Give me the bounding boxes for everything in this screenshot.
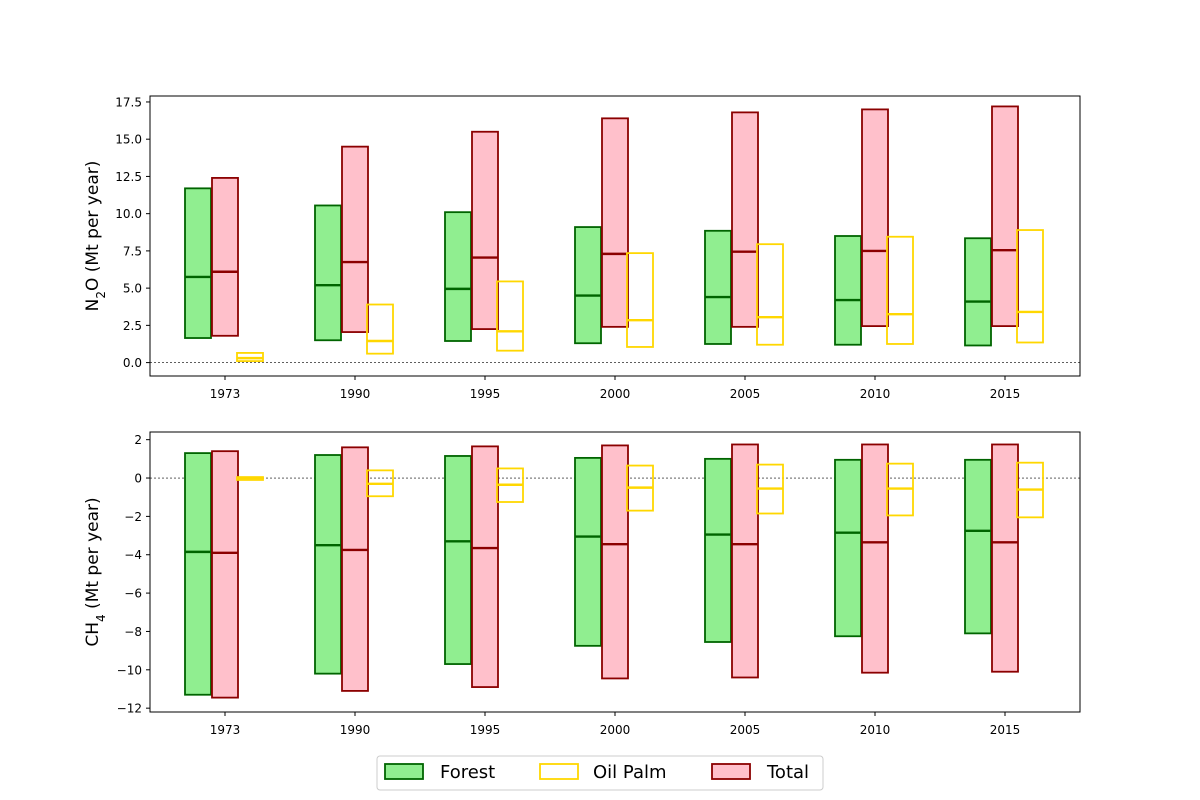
ch4-y-axis-label: CH4 (Mt per year) bbox=[83, 497, 108, 646]
ch4-panel: 2 0 −2 −4 −6 −8 −10 −12 1973 1990 1995 2000 2005 201… bbox=[83, 431, 1081, 737]
ch4-y-ticks: 2 0 −2 −4 −6 −8 −10 −12 bbox=[117, 433, 150, 716]
n2o-box-total-1995 bbox=[471, 130, 499, 330]
n2o-y-tick-label: 10.0 bbox=[115, 207, 142, 221]
ch4-box-total-2000 bbox=[601, 444, 629, 680]
n2o-box-forest-1990 bbox=[314, 204, 342, 342]
ch4-x-tick-label: 1990 bbox=[340, 723, 371, 737]
n2o-box-total-2000 bbox=[601, 117, 629, 328]
ch4-box-forest-2005 bbox=[704, 457, 732, 643]
n2o-x-tick-label: 2010 bbox=[860, 387, 891, 401]
ch4-y-tick-label: 0 bbox=[134, 472, 142, 486]
legend-swatch-oil-palm bbox=[539, 763, 579, 780]
n2o-y-axis-label: N2O (Mt per year) bbox=[83, 161, 108, 312]
ch4-y-tick-label: −8 bbox=[124, 625, 142, 639]
ch4-x-tick-label: 2015 bbox=[990, 723, 1021, 737]
n2o-box-total-2005 bbox=[731, 111, 759, 328]
n2o-y-tick-label: 17.5 bbox=[115, 95, 142, 109]
n2o-x-tick-label: 2005 bbox=[730, 387, 761, 401]
ch4-y-tick-label: −2 bbox=[124, 510, 142, 524]
ch4-y-tick-label: 2 bbox=[134, 433, 142, 447]
ch4-x-tick-label: 2000 bbox=[600, 723, 631, 737]
n2o-box-forest-1973 bbox=[184, 187, 212, 339]
n2o-x-tick-label: 2000 bbox=[600, 387, 631, 401]
ch4-box-forest-2000 bbox=[574, 456, 602, 647]
n2o-box-total-1990 bbox=[341, 145, 369, 333]
ch4-y-tick-label: −10 bbox=[117, 663, 142, 677]
n2o-y-tick-label: 15.0 bbox=[115, 133, 142, 147]
ch4-box-total-2010 bbox=[861, 443, 889, 674]
legend-swatch-total bbox=[711, 763, 751, 780]
n2o-box-oil-palm-2000 bbox=[626, 252, 654, 348]
n2o-box-forest-1995 bbox=[444, 211, 472, 342]
n2o-box-forest-2000 bbox=[574, 226, 602, 345]
ch4-box-forest-2015 bbox=[964, 458, 992, 635]
n2o-y-tick-label: 0.0 bbox=[123, 356, 142, 370]
n2o-boxes bbox=[184, 105, 1044, 363]
n2o-box-total-2015 bbox=[991, 105, 1019, 328]
ch4-box-total-1990 bbox=[341, 446, 369, 692]
n2o-box-forest-2010 bbox=[834, 235, 862, 346]
n2o-box-oil-palm-2010 bbox=[886, 235, 914, 345]
legend: Forest Oil Palm Total bbox=[376, 755, 824, 791]
ch4-y-tick-label: −12 bbox=[117, 702, 142, 716]
n2o-y-ticks: 0.0 2.5 5.0 7.5 10.0 12.5 15.0 17.5 bbox=[115, 95, 150, 370]
n2o-box-total-1973 bbox=[211, 177, 239, 337]
n2o-box-oil-palm-1995 bbox=[496, 280, 524, 352]
legend-label-oil-palm: Oil Palm bbox=[593, 762, 667, 783]
n2o-box-oil-palm-2005 bbox=[756, 243, 784, 346]
ch4-x-ticks: 1973 1990 1995 2000 2005 2010 2015 bbox=[210, 712, 1021, 737]
ch4-x-tick-label: 2005 bbox=[730, 723, 761, 737]
n2o-x-ticks: 1973 1990 1995 2000 2005 2010 2015 bbox=[210, 376, 1021, 401]
n2o-box-forest-2005 bbox=[704, 229, 732, 345]
n2o-box-total-2010 bbox=[861, 108, 889, 328]
ch4-x-tick-label: 1995 bbox=[470, 723, 501, 737]
n2o-y-tick-label: 2.5 bbox=[123, 319, 142, 333]
n2o-x-tick-label: 1995 bbox=[470, 387, 501, 401]
legend-label-total: Total bbox=[766, 762, 809, 783]
n2o-x-tick-label: 2015 bbox=[990, 387, 1021, 401]
n2o-box-forest-2015 bbox=[964, 237, 992, 347]
n2o-y-tick-label: 12.5 bbox=[115, 170, 142, 184]
n2o-panel: 0.0 2.5 5.0 7.5 10.0 12.5 15.0 17.5 1973 1990 199… bbox=[83, 95, 1081, 401]
ch4-boxes bbox=[184, 443, 1044, 699]
ch4-y-tick-label: −6 bbox=[124, 587, 142, 601]
n2o-y-tick-label: 5.0 bbox=[123, 282, 142, 296]
ch4-box-forest-1973 bbox=[184, 452, 212, 696]
ch4-box-total-1995 bbox=[471, 445, 499, 688]
n2o-x-tick-label: 1990 bbox=[340, 387, 371, 401]
n2o-x-tick-label: 1973 bbox=[210, 387, 241, 401]
ch4-box-forest-1990 bbox=[314, 454, 342, 675]
ch4-box-total-2015 bbox=[991, 443, 1019, 673]
legend-swatch-forest bbox=[384, 763, 424, 780]
ch4-box-total-2005 bbox=[731, 443, 759, 679]
ch4-x-tick-label: 2010 bbox=[860, 723, 891, 737]
ch4-x-tick-label: 1973 bbox=[210, 723, 241, 737]
n2o-y-tick-label: 7.5 bbox=[123, 244, 142, 258]
n2o-box-oil-palm-2015 bbox=[1016, 229, 1044, 344]
ch4-box-total-1973 bbox=[211, 450, 239, 699]
n2o-box-oil-palm-1990 bbox=[366, 303, 394, 355]
ch4-box-forest-1995 bbox=[444, 455, 472, 665]
ch4-y-tick-label: −4 bbox=[124, 548, 142, 562]
legend-label-forest: Forest bbox=[440, 762, 495, 783]
ch4-box-forest-2010 bbox=[834, 458, 862, 638]
